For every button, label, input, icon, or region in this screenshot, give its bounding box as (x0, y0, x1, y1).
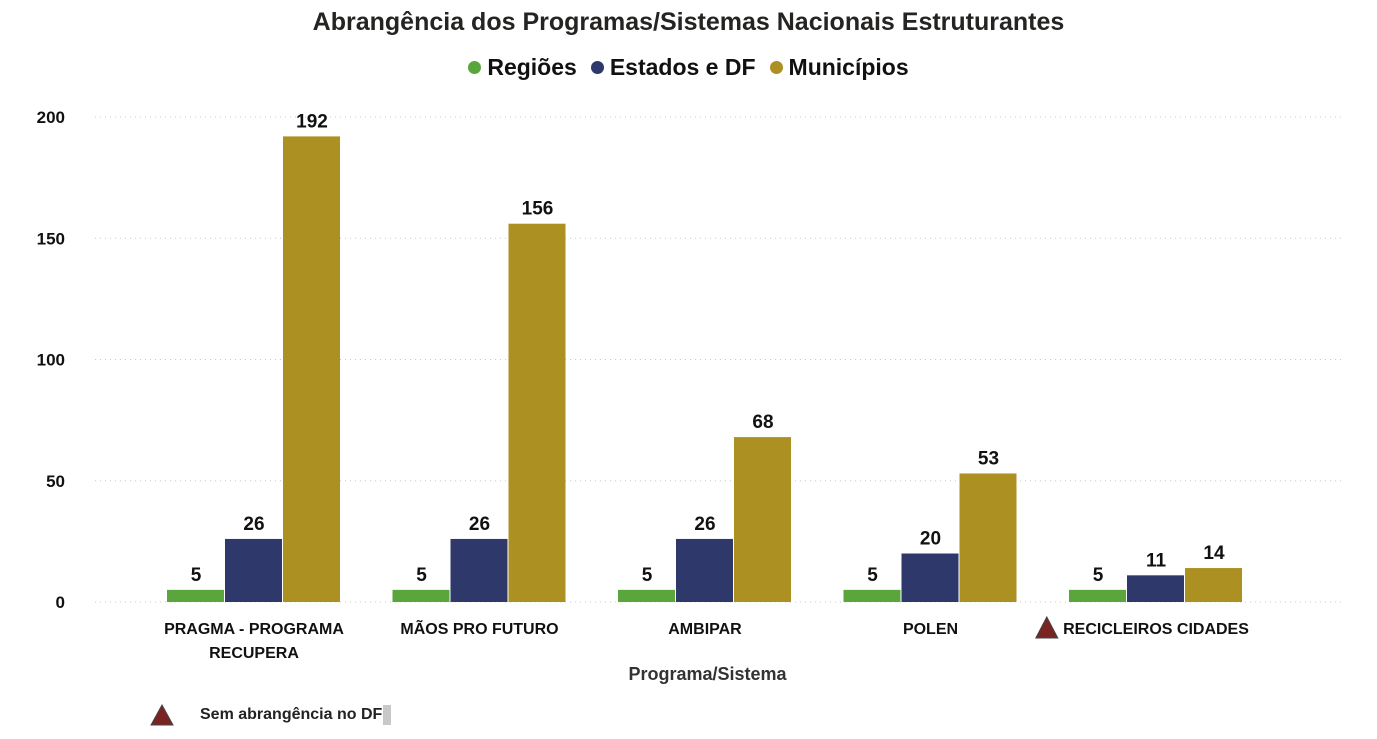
x-axis-title: Programa/Sistema (628, 664, 787, 684)
x-tick-label: AMBIPAR (668, 621, 742, 638)
bar (676, 538, 733, 602)
legend-item-estados[interactable]: Estados e DF (590, 54, 756, 81)
bar (167, 589, 224, 602)
data-label: 192 (296, 111, 328, 132)
legend-dot-icon (468, 61, 482, 74)
bar (283, 136, 340, 602)
bar (959, 473, 1017, 602)
data-label: 11 (1146, 550, 1167, 571)
data-label: 156 (522, 199, 554, 220)
bar (1069, 589, 1126, 602)
footnote-text: Sem abrangência no DF (200, 705, 392, 725)
bar (450, 538, 508, 602)
warning-triangle-icon (1034, 615, 1059, 639)
data-label: 5 (191, 565, 202, 586)
y-tick-label: 200 (37, 108, 65, 127)
bar (1127, 575, 1184, 602)
data-label: 26 (694, 514, 715, 535)
bar (1185, 568, 1242, 602)
legend-item-regioes[interactable]: Regiões (468, 54, 577, 81)
y-tick-label: 150 (37, 229, 65, 248)
chart-title: Abrangência dos Programas/Sistemas Nacio… (312, 8, 1065, 36)
bar (225, 538, 282, 602)
bar (392, 589, 450, 602)
legend-label: Municípios (788, 54, 909, 80)
data-label: 5 (642, 565, 653, 586)
legend-dot-icon (769, 61, 783, 74)
x-tick-label: RECUPERA (209, 645, 299, 662)
legend: Regiões Estados e DF Municípios (0, 54, 1377, 81)
y-tick-label: 0 (56, 593, 65, 612)
bar (508, 223, 566, 602)
legend-label: Regiões (487, 54, 577, 80)
data-label: 20 (920, 529, 941, 550)
x-tick-label: RECICLEIROS CIDADES (1063, 621, 1249, 638)
data-label: 5 (1093, 565, 1104, 586)
data-label: 53 (978, 448, 999, 469)
data-label: 5 (867, 565, 878, 586)
data-label: 68 (752, 412, 773, 433)
x-tick-label: PRAGMA - PROGRAMA (164, 621, 344, 638)
data-label: 26 (243, 514, 264, 535)
footnote: Sem abrangência no DF (150, 704, 392, 726)
y-tick-label: 100 (37, 351, 65, 370)
bar (618, 589, 675, 602)
legend-dot-icon (590, 61, 604, 74)
x-tick-label: MÃOS PRO FUTURO (400, 618, 558, 638)
y-tick-label: 50 (46, 472, 65, 491)
legend-item-municipios[interactable]: Municípios (769, 54, 909, 81)
bar (734, 437, 791, 602)
bar (843, 589, 901, 602)
data-label: 5 (416, 565, 427, 586)
data-label: 14 (1203, 543, 1225, 564)
data-label: 26 (469, 514, 490, 535)
warning-triangle-icon (150, 704, 174, 726)
bar (901, 553, 959, 602)
legend-label: Estados e DF (609, 54, 756, 80)
x-tick-label: POLEN (903, 621, 958, 638)
